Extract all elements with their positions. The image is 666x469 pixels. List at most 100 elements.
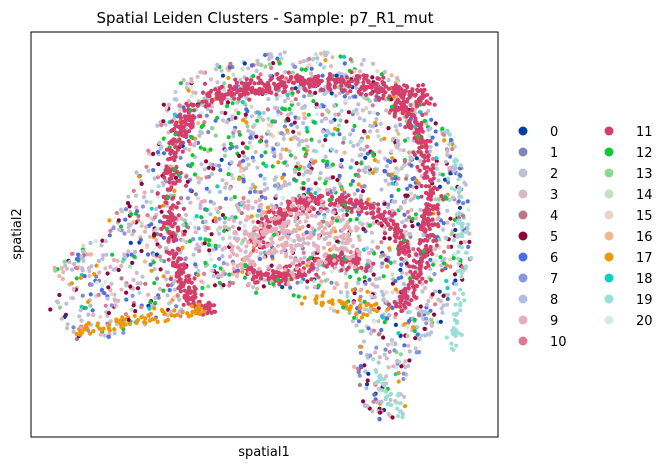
spot-cluster-11: [341, 196, 346, 201]
spot-cluster-8: [453, 165, 458, 171]
spot-cluster-19: [453, 282, 459, 287]
spot-cluster-11: [416, 130, 421, 135]
spot-cluster-11: [432, 102, 437, 107]
spot-cluster-11: [186, 139, 191, 144]
spot-cluster-11: [406, 283, 411, 288]
spot-cluster-0: [242, 61, 247, 66]
spot-cluster-19: [330, 147, 335, 152]
spot-cluster-5: [211, 166, 216, 171]
spot-cluster-9: [302, 115, 307, 121]
spot-cluster-11: [192, 289, 197, 294]
spot-cluster-12: [288, 153, 294, 158]
spot-cluster-2: [354, 85, 359, 90]
spot-cluster-11: [275, 71, 280, 77]
spot-cluster-6: [151, 168, 156, 173]
spot-cluster-9: [367, 251, 372, 256]
spot-cluster-5: [335, 239, 340, 244]
spot-cluster-9: [260, 229, 265, 234]
spot-cluster-11: [166, 257, 171, 262]
spot-cluster-5: [362, 363, 367, 368]
spot-cluster-8: [172, 287, 177, 292]
spot-cluster-1: [295, 280, 300, 285]
spot-cluster-11: [376, 97, 382, 102]
spot-cluster-12: [74, 276, 79, 281]
spot-cluster-9: [306, 260, 311, 266]
spot-cluster-12: [153, 301, 158, 306]
spot-cluster-3: [382, 225, 387, 230]
spot-cluster-12: [303, 67, 308, 72]
spot-cluster-6: [402, 212, 407, 217]
spot-cluster-16: [296, 131, 302, 136]
spot-cluster-2: [444, 236, 449, 241]
spot-cluster-11: [167, 180, 172, 185]
spot-cluster-16: [318, 51, 324, 56]
spot-cluster-17: [139, 315, 144, 320]
spot-cluster-7: [292, 64, 297, 69]
spot-cluster-9: [273, 106, 278, 111]
spot-cluster-6: [337, 132, 342, 137]
spot-cluster-9: [383, 108, 389, 113]
spot-cluster-9: [341, 213, 346, 218]
spot-cluster-17: [189, 304, 194, 309]
spot-cluster-11: [191, 108, 197, 113]
spot-cluster-13: [449, 232, 454, 237]
spot-cluster-11: [273, 274, 278, 279]
spot-cluster-2: [322, 116, 327, 121]
spot-cluster-2: [209, 171, 214, 177]
spot-cluster-9: [111, 257, 116, 263]
spot-cluster-9: [348, 228, 353, 233]
spot-cluster-11: [166, 236, 171, 241]
spot-cluster-17: [213, 216, 218, 221]
spot-cluster-11: [326, 83, 331, 88]
spot-cluster-2: [55, 300, 61, 305]
spot-cluster-9: [320, 129, 325, 134]
x-axis-label: spatial1: [238, 445, 290, 460]
spot-cluster-17: [396, 379, 401, 384]
spot-cluster-11: [170, 149, 176, 155]
spot-cluster-2: [379, 264, 384, 269]
spot-cluster-11: [362, 84, 367, 89]
spot-cluster-3: [61, 269, 66, 275]
spot-cluster-11: [398, 304, 403, 309]
spot-cluster-17: [350, 288, 355, 293]
spot-cluster-10: [355, 366, 360, 371]
spot-cluster-1: [358, 350, 363, 355]
spot-cluster-11: [311, 206, 316, 212]
spot-cluster-11: [284, 264, 289, 269]
spot-cluster-6: [393, 279, 398, 284]
spot-cluster-3: [250, 124, 256, 129]
spot-cluster-12: [224, 104, 230, 109]
legend-marker-2: [518, 168, 528, 178]
spot-cluster-12: [222, 228, 227, 233]
spot-cluster-2: [364, 246, 370, 251]
spot-cluster-18: [415, 195, 421, 200]
spot-cluster-6: [409, 163, 414, 168]
spot-cluster-5: [131, 303, 136, 308]
spot-cluster-2: [108, 319, 113, 324]
spot-cluster-9: [253, 199, 258, 204]
spot-cluster-2: [119, 209, 125, 214]
spot-cluster-11: [176, 279, 181, 284]
spot-cluster-8: [133, 249, 138, 254]
spot-cluster-19: [458, 287, 463, 292]
spot-cluster-19: [127, 264, 132, 269]
spot-cluster-19: [301, 172, 306, 177]
spot-cluster-2: [344, 284, 349, 289]
spot-cluster-9: [225, 120, 230, 125]
spot-cluster-11: [181, 302, 186, 307]
spot-cluster-2: [393, 124, 398, 129]
spot-cluster-18: [285, 92, 290, 97]
spot-cluster-2: [369, 248, 374, 253]
spot-cluster-11: [388, 108, 394, 113]
spot-cluster-3: [360, 108, 365, 113]
spot-cluster-11: [419, 183, 424, 189]
spot-cluster-11: [406, 286, 411, 291]
spot-cluster-2: [436, 178, 441, 183]
spot-cluster-13: [88, 303, 93, 308]
spot-cluster-9: [272, 226, 277, 231]
spot-cluster-6: [289, 122, 294, 127]
spot-cluster-17: [236, 176, 242, 182]
spot-cluster-2: [79, 318, 84, 323]
spot-cluster-9: [142, 229, 148, 234]
spot-cluster-8: [215, 62, 220, 67]
